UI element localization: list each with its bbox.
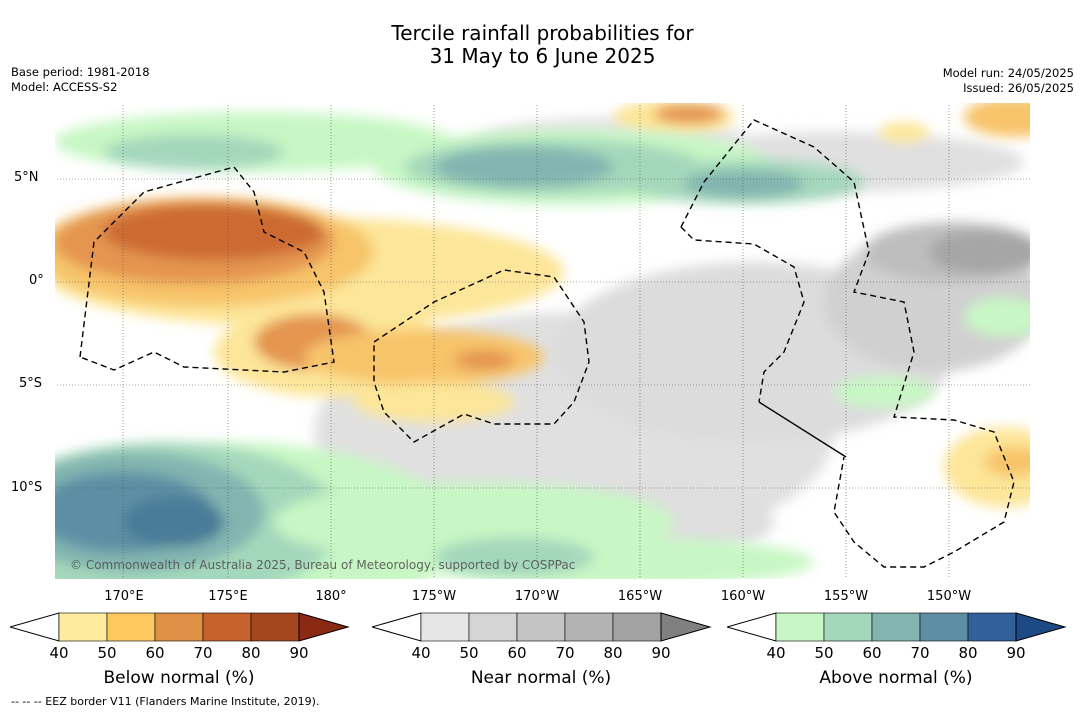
cb-near-tick-50: 50: [459, 644, 479, 662]
lat-label-10s: 10°S: [11, 480, 43, 495]
issued-text: Issued: 26/05/2025: [963, 81, 1074, 95]
cb-below-bin-2: [106, 612, 156, 642]
cb-above-tick-70: 70: [910, 644, 930, 662]
cb-below-bin-1: [58, 612, 108, 642]
cb-below-bin-3: [154, 612, 204, 642]
lon-label-175w: 175°W: [411, 589, 457, 604]
cb-above-tick-40: 40: [766, 644, 786, 662]
title-line-2: 31 May to 6 June 2025: [429, 44, 656, 68]
cb-below-tick-60: 60: [145, 644, 165, 662]
cb-above-bin-3: [871, 612, 921, 642]
lat-label-5n: 5°N: [14, 170, 39, 185]
map-frame: [54, 102, 1031, 580]
cb-above-tick-80: 80: [958, 644, 978, 662]
below-normal-regions: [54, 102, 1031, 507]
right-metadata: Model run: 24/05/2025 Issued: 26/05/2025: [943, 66, 1074, 96]
colorbar-below-normal: [10, 612, 350, 642]
lat-label-0: 0°: [29, 273, 44, 288]
gridlines: [54, 102, 1031, 580]
cb-near-bin-1: [420, 612, 470, 642]
lon-label-175e: 175°E: [208, 589, 248, 604]
cb-near-max-arrow: [660, 612, 712, 642]
colorbar-above-normal: [727, 612, 1067, 642]
cb-above-max-arrow: [1015, 612, 1067, 642]
cb-below-bin-4: [202, 612, 252, 642]
cb-below-tick-50: 50: [97, 644, 117, 662]
eez-border-solid: [758, 401, 847, 458]
copyright-notice: © Commonwealth of Australia 2025, Bureau…: [70, 558, 576, 572]
cb-near-tick-70: 70: [555, 644, 575, 662]
cb-above-bin-1: [775, 612, 825, 642]
rainfall-probability-map: [54, 102, 1031, 580]
left-metadata: Base period: 1981-2018 Model: ACCESS-S2: [11, 65, 150, 95]
cb-near-bin-5: [612, 612, 662, 642]
cb-below-bin-5: [250, 612, 300, 642]
near-normal-label: Near normal (%): [470, 668, 612, 688]
cb-near-bin-4: [564, 612, 614, 642]
cb-below-tick-80: 80: [241, 644, 261, 662]
map-title: Tercile rainfall probabilities for 31 Ma…: [0, 22, 1085, 68]
lon-label-180: 180°: [315, 589, 347, 604]
cb-near-tick-60: 60: [507, 644, 527, 662]
cb-below-tick-40: 40: [49, 644, 69, 662]
lon-label-170w: 170°W: [514, 589, 560, 604]
cb-above-tick-90: 90: [1006, 644, 1026, 662]
cb-below-max-arrow: [298, 612, 350, 642]
title-line-1: Tercile rainfall probabilities for: [391, 21, 694, 45]
below-normal-label: Below normal (%): [103, 668, 255, 688]
lon-label-165w: 165°W: [617, 589, 663, 604]
base-period-text: Base period: 1981-2018: [11, 65, 150, 79]
cb-above-tick-50: 50: [814, 644, 834, 662]
cb-near-tick-90: 90: [651, 644, 671, 662]
cb-near-bin-2: [468, 612, 518, 642]
cb-above-tick-60: 60: [862, 644, 882, 662]
colorbar-near-normal: [372, 612, 712, 642]
eez-footnote: -- -- -- EEZ border V11 (Flanders Marine…: [11, 695, 320, 708]
cb-near-bin-3: [516, 612, 566, 642]
lon-label-170e: 170°E: [104, 589, 144, 604]
lon-label-150w: 150°W: [926, 589, 972, 604]
cb-near-tick-80: 80: [603, 644, 623, 662]
cb-above-min-arrow: [727, 612, 777, 642]
model-run-text: Model run: 24/05/2025: [942, 66, 1074, 80]
lat-label-5s: 5°S: [19, 376, 43, 391]
cb-above-bin-5: [967, 612, 1017, 642]
lon-label-160w: 160°W: [720, 589, 766, 604]
cb-near-min-arrow: [372, 612, 422, 642]
eez-borders: [79, 119, 1015, 568]
cb-below-tick-90: 90: [289, 644, 309, 662]
cb-below-tick-70: 70: [193, 644, 213, 662]
model-text: Model: ACCESS-S2: [11, 80, 118, 94]
above-normal-regions: [54, 112, 1031, 580]
cb-near-tick-40: 40: [411, 644, 431, 662]
above-normal-label: Above normal (%): [819, 668, 973, 688]
cb-above-bin-2: [823, 612, 873, 642]
lon-label-155w: 155°W: [823, 589, 869, 604]
cb-above-bin-4: [919, 612, 969, 642]
cb-below-min-arrow: [10, 612, 60, 642]
